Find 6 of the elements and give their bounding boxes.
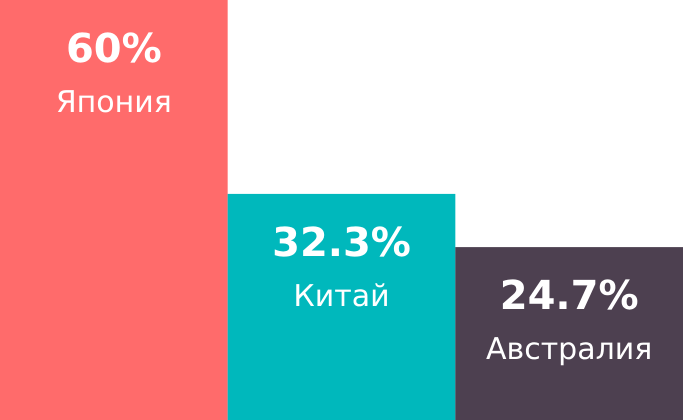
- x-tick-label: Япония: [56, 85, 172, 120]
- x-tick-label: Австралия: [486, 332, 652, 368]
- data-label: 60%: [66, 26, 162, 72]
- x-tick-label: Китай: [293, 278, 390, 314]
- data-label: 24.7%: [500, 273, 639, 320]
- data-label: 32.3%: [272, 220, 411, 266]
